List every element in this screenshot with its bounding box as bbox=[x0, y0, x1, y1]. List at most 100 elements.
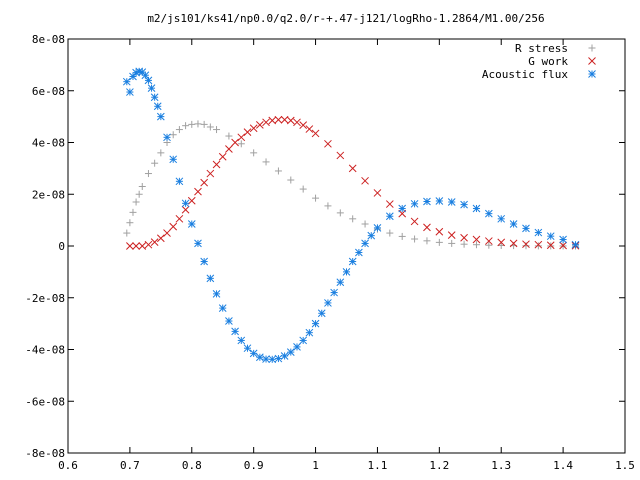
data-point bbox=[212, 160, 221, 169]
data-point bbox=[423, 197, 431, 206]
data-point bbox=[237, 336, 246, 345]
data-point bbox=[534, 240, 543, 249]
data-point bbox=[123, 229, 131, 237]
data-point bbox=[156, 112, 165, 121]
data-point bbox=[546, 241, 555, 250]
data-point bbox=[206, 169, 215, 178]
data-point bbox=[484, 237, 493, 245]
data-point bbox=[410, 217, 419, 226]
data-point bbox=[411, 235, 419, 243]
data-point bbox=[169, 131, 177, 139]
data-point bbox=[349, 215, 357, 223]
data-point bbox=[559, 241, 567, 250]
legend-label: R stress bbox=[515, 42, 568, 55]
data-point bbox=[571, 240, 580, 249]
data-point bbox=[243, 344, 252, 353]
data-point bbox=[460, 200, 468, 209]
data-point bbox=[175, 177, 184, 186]
data-point bbox=[153, 102, 162, 111]
data-point bbox=[135, 190, 143, 198]
data-point bbox=[522, 242, 530, 250]
data-point bbox=[448, 239, 456, 247]
data-point bbox=[169, 155, 178, 164]
x-tick-label: 1 bbox=[312, 459, 319, 472]
data-point bbox=[410, 199, 419, 208]
data-point bbox=[175, 214, 184, 223]
y-tick-label: -6e-08 bbox=[25, 395, 65, 408]
data-point bbox=[497, 241, 505, 249]
y-tick-label: -2e-08 bbox=[25, 292, 65, 305]
data-point bbox=[336, 209, 344, 217]
data-point bbox=[386, 229, 394, 237]
data-point bbox=[373, 189, 382, 197]
series-r-stress bbox=[123, 120, 579, 250]
data-point bbox=[250, 149, 258, 157]
y-tick-label: 8e-08 bbox=[32, 33, 65, 46]
data-point bbox=[218, 304, 227, 312]
data-point bbox=[132, 198, 140, 206]
data-point bbox=[522, 224, 530, 233]
data-point bbox=[472, 204, 481, 213]
data-point bbox=[447, 231, 456, 239]
data-point bbox=[286, 116, 295, 125]
data-point bbox=[150, 238, 159, 246]
data-point bbox=[237, 140, 245, 148]
data-point bbox=[287, 176, 295, 184]
data-point bbox=[169, 222, 178, 231]
data-point bbox=[187, 220, 196, 228]
data-point bbox=[156, 234, 165, 243]
y-tick-label: 2e-08 bbox=[32, 188, 65, 201]
data-point bbox=[546, 232, 555, 241]
data-point bbox=[361, 239, 369, 248]
data-point bbox=[355, 248, 363, 257]
legend-marker bbox=[588, 44, 596, 52]
data-point bbox=[218, 152, 227, 161]
y-tick-label: 0 bbox=[58, 240, 65, 253]
data-point bbox=[312, 194, 320, 202]
data-point bbox=[509, 220, 518, 228]
series-layer bbox=[122, 67, 580, 364]
x-tick-label: 0.8 bbox=[182, 459, 202, 472]
data-point bbox=[534, 242, 542, 250]
data-point bbox=[147, 84, 156, 93]
data-point bbox=[262, 355, 270, 363]
legend-marker bbox=[588, 57, 596, 65]
data-point bbox=[243, 128, 252, 137]
data-point bbox=[559, 235, 567, 244]
data-point bbox=[373, 224, 382, 232]
data-point bbox=[138, 242, 147, 250]
series-acoustic-flux bbox=[122, 67, 580, 364]
data-point bbox=[342, 268, 351, 276]
data-point bbox=[194, 239, 202, 248]
data-point bbox=[163, 229, 171, 237]
y-tick-label: -8e-08 bbox=[25, 447, 65, 460]
data-point bbox=[286, 348, 295, 356]
data-point bbox=[144, 76, 153, 85]
data-point bbox=[200, 257, 209, 266]
data-point bbox=[305, 328, 314, 337]
data-point bbox=[534, 228, 543, 237]
data-point bbox=[361, 176, 369, 185]
legend-label: G work bbox=[528, 55, 568, 68]
data-point bbox=[472, 235, 481, 244]
legend-label: Acoustic flux bbox=[482, 68, 568, 81]
data-point bbox=[484, 209, 493, 218]
data-point bbox=[126, 88, 134, 96]
data-point bbox=[132, 242, 140, 250]
data-point bbox=[485, 241, 493, 249]
data-point bbox=[262, 158, 270, 166]
data-point bbox=[129, 72, 137, 81]
x-tick-label: 1.2 bbox=[429, 459, 449, 472]
x-tick-label: 0.7 bbox=[120, 459, 140, 472]
data-point bbox=[194, 120, 202, 128]
data-point bbox=[163, 133, 171, 142]
data-point bbox=[299, 121, 308, 130]
data-point bbox=[213, 126, 221, 134]
x-tick-label: 0.9 bbox=[244, 459, 264, 472]
data-point bbox=[398, 204, 407, 213]
data-point bbox=[231, 138, 239, 147]
data-point bbox=[237, 133, 246, 142]
data-point bbox=[280, 115, 289, 124]
data-point bbox=[181, 199, 190, 208]
